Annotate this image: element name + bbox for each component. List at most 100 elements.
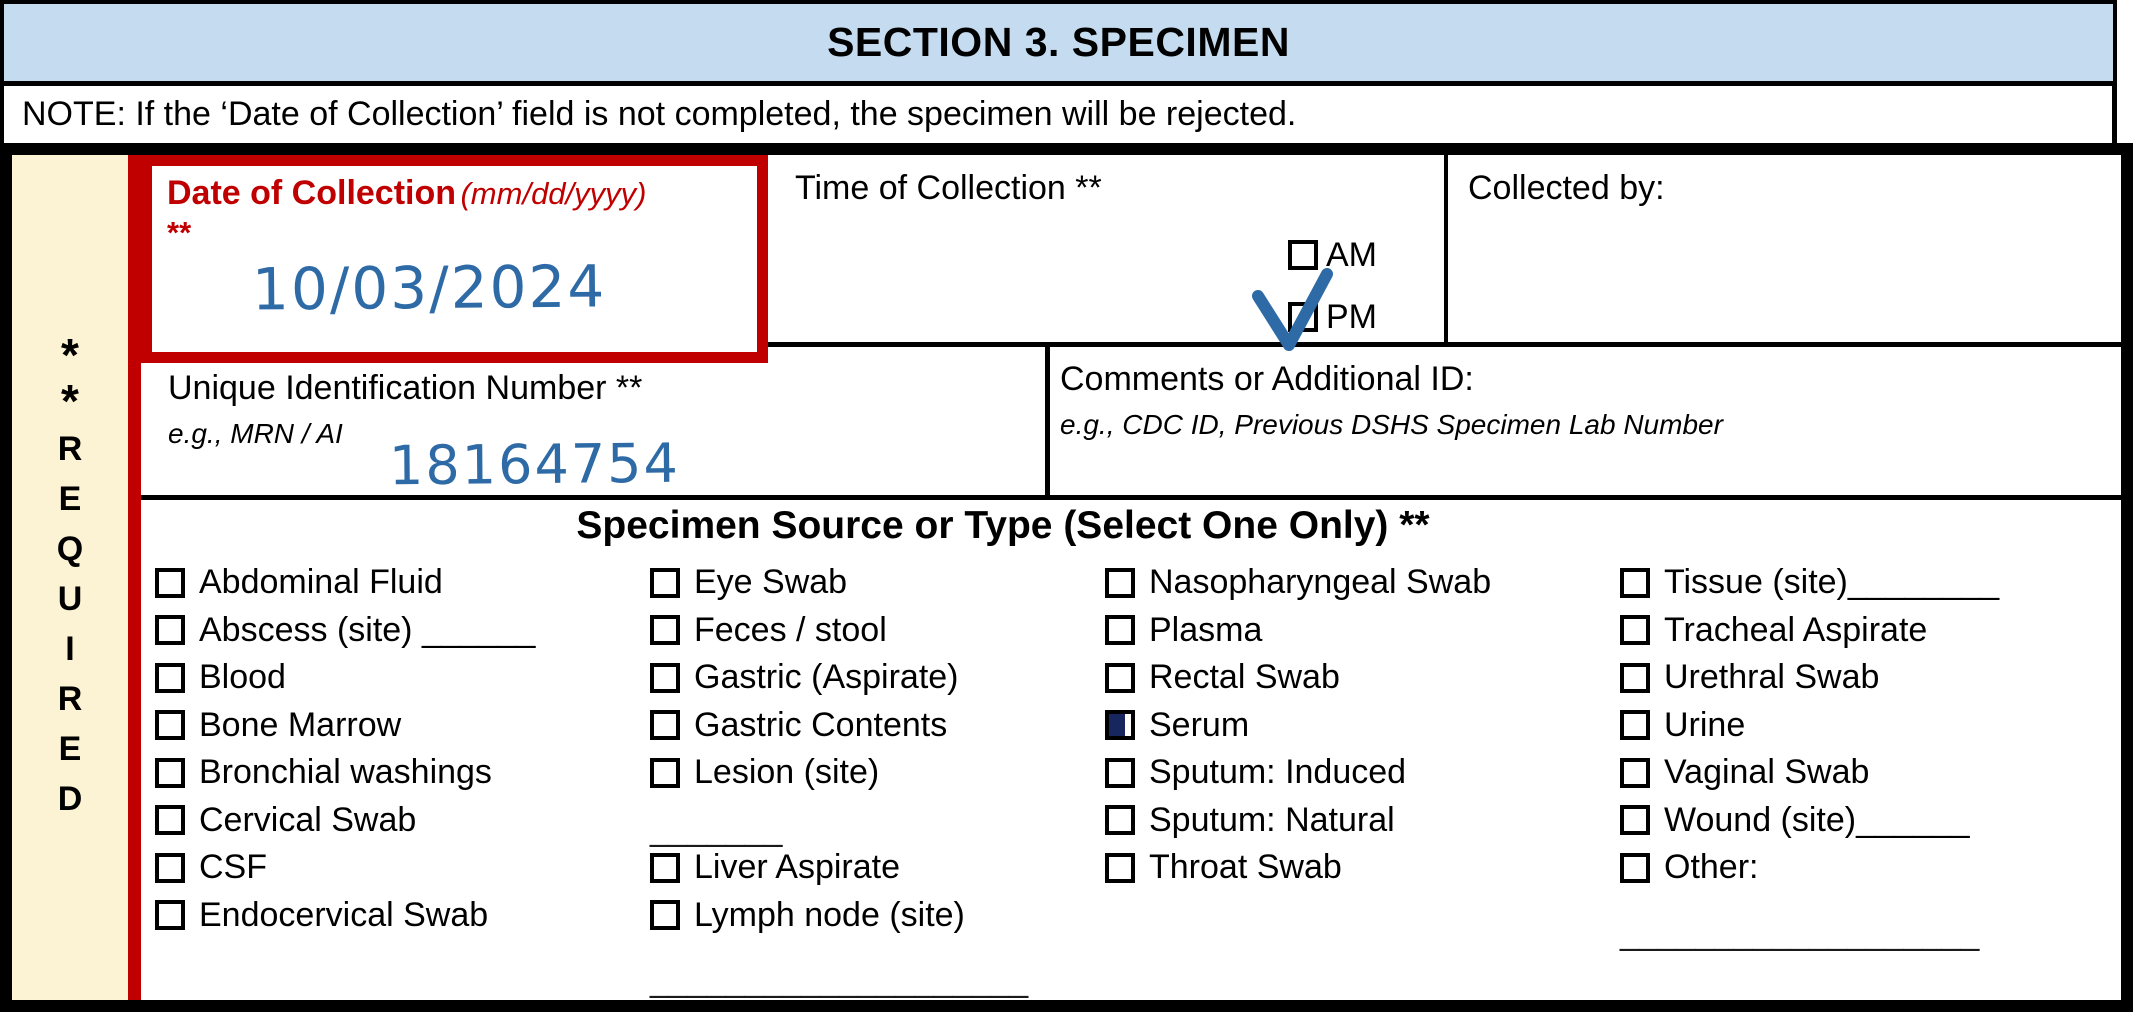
comments-cell[interactable]: Comments or Additional ID: e.g., CDC ID,… — [1045, 347, 2121, 500]
ampm-option[interactable]: AM — [1288, 236, 1377, 274]
note-text: NOTE: If the ‘Date of Collection’ field … — [22, 95, 1297, 133]
comments-label: Comments or Additional ID: — [1060, 360, 1474, 398]
collected-by-label: Collected by: — [1468, 169, 1665, 207]
blank-line[interactable]: ____________________ — [650, 961, 1029, 999]
specimen-source-grid: Abdominal Fluid Abscess (site) ______ Bl… — [141, 559, 2121, 999]
blank-line[interactable]: _______ — [650, 810, 783, 848]
specimen-option[interactable]: Nasopharyngeal Swab — [1105, 559, 1620, 607]
specimen-option[interactable]: Gastric (Aspirate) — [650, 654, 1105, 702]
specimen-checkbox[interactable] — [1620, 567, 1650, 598]
required-sidebar-letter: E — [58, 729, 82, 768]
specimen-option[interactable]: Tissue (site)________ — [1620, 559, 2121, 607]
specimen-option-label: Plasma — [1149, 610, 1263, 649]
specimen-option[interactable]: Tracheal Aspirate — [1620, 607, 2121, 655]
specimen-option[interactable]: Feces / stool — [650, 607, 1105, 655]
specimen-option[interactable]: Sputum: Induced — [1105, 749, 1620, 797]
specimen-option[interactable]: Other: — [1620, 844, 2121, 892]
specimen-option[interactable]: Abscess (site) ______ — [155, 607, 650, 655]
specimen-checkbox[interactable] — [1620, 615, 1650, 646]
specimen-checkbox[interactable] — [155, 662, 185, 693]
required-sidebar-letter: R — [57, 429, 83, 468]
specimen-option-label: Wound (site)______ — [1664, 800, 1970, 839]
specimen-option[interactable]: Sputum: Natural — [1105, 797, 1620, 845]
specimen-checkbox[interactable] — [650, 710, 680, 741]
required-red-divider — [128, 155, 141, 1000]
specimen-checkbox[interactable] — [1105, 805, 1135, 836]
specimen-option[interactable]: Abdominal Fluid — [155, 559, 650, 607]
specimen-option[interactable]: Bone Marrow — [155, 702, 650, 750]
specimen-checkbox[interactable] — [1105, 615, 1135, 646]
specimen-checkbox[interactable] — [1105, 662, 1135, 693]
specimen-option-label: Abscess (site) ______ — [199, 610, 536, 649]
specimen-option[interactable]: Endocervical Swab — [155, 892, 650, 940]
collected-by-cell[interactable]: Collected by: — [1444, 155, 2121, 347]
specimen-option[interactable]: Wound (site)______ — [1620, 797, 2121, 845]
specimen-option[interactable]: Cervical Swab — [155, 797, 650, 845]
specimen-checkbox[interactable] — [650, 567, 680, 598]
date-of-collection-label: Date of Collection — [167, 174, 457, 212]
specimen-option-label: Serum — [1149, 705, 1250, 744]
specimen-option[interactable]: Lesion (site) — [650, 749, 1105, 797]
required-section: * * R E Q U I R E D Time of Collection ** AM PM — [0, 143, 2133, 1012]
ampm-checkbox[interactable] — [1288, 240, 1318, 270]
specimen-option-label: Nasopharyngeal Swab — [1149, 563, 1492, 602]
specimen-option[interactable]: Vaginal Swab — [1620, 749, 2121, 797]
specimen-option-label: Throat Swab — [1149, 848, 1342, 887]
specimen-option[interactable]: Plasma — [1105, 607, 1620, 655]
specimen-checkbox[interactable] — [1620, 757, 1650, 788]
specimen-checkbox[interactable] — [650, 852, 680, 883]
specimen-checkbox[interactable] — [155, 757, 185, 788]
specimen-checkbox[interactable] — [1620, 662, 1650, 693]
comments-hint: e.g., CDC ID, Previous DSHS Specimen Lab… — [1060, 409, 1723, 440]
required-sidebar-letter: E — [58, 479, 82, 518]
specimen-option[interactable]: Blood — [155, 654, 650, 702]
specimen-option[interactable]: Liver Aspirate — [650, 844, 1105, 892]
specimen-checkbox[interactable] — [1105, 710, 1135, 741]
specimen-option[interactable]: CSF — [155, 844, 650, 892]
specimen-option[interactable]: Bronchial washings — [155, 749, 650, 797]
specimen-column-3: Nasopharyngeal Swab Plasma Rectal Swab S… — [1105, 559, 1620, 995]
specimen-checkbox[interactable] — [1105, 757, 1135, 788]
specimen-option-label: Abdominal Fluid — [199, 563, 443, 602]
specimen-option-label: Feces / stool — [694, 610, 887, 649]
specimen-option[interactable]: Rectal Swab — [1105, 654, 1620, 702]
specimen-option-label: Lesion (site) — [694, 753, 880, 792]
specimen-checkbox[interactable] — [650, 757, 680, 788]
specimen-option[interactable]: Eye Swab — [650, 559, 1105, 607]
required-sidebar-letter: D — [57, 779, 83, 818]
specimen-checkbox[interactable] — [155, 805, 185, 836]
specimen-checkbox[interactable] — [155, 615, 185, 646]
specimen-option[interactable]: Lymph node (site) — [650, 892, 1105, 940]
specimen-checkbox[interactable] — [1620, 852, 1650, 883]
date-format-hint: (mm/dd/yyyy) — [460, 176, 647, 211]
time-of-collection-label: Time of Collection ** — [795, 169, 1102, 207]
required-sidebar: * * R E Q U I R E D — [12, 155, 128, 1000]
specimen-checkbox[interactable] — [155, 710, 185, 741]
write-in-line-row: _______ — [650, 797, 1105, 848]
unique-id-cell[interactable]: Unique Identification Number ** e.g., MR… — [141, 347, 1045, 500]
form-content: Time of Collection ** AM PM — [141, 155, 2121, 1000]
blank-line[interactable]: ___________________ — [1620, 913, 1980, 952]
specimen-checkbox[interactable] — [1105, 567, 1135, 598]
specimen-option[interactable]: Serum — [1105, 702, 1620, 750]
write-in-line-row: ____________________ — [650, 961, 1105, 999]
specimen-checkbox[interactable] — [155, 900, 185, 931]
specimen-checkbox[interactable] — [1620, 805, 1650, 836]
specimen-option-label: CSF — [199, 848, 267, 887]
specimen-checkbox[interactable] — [650, 662, 680, 693]
specimen-option[interactable]: Urethral Swab — [1620, 654, 2121, 702]
specimen-option-label: Blood — [199, 658, 286, 697]
specimen-checkbox[interactable] — [1620, 710, 1650, 741]
ampm-option-label: PM — [1326, 297, 1377, 336]
specimen-checkbox[interactable] — [155, 852, 185, 883]
specimen-checkbox[interactable] — [1105, 852, 1135, 883]
specimen-option[interactable]: Throat Swab — [1105, 844, 1620, 892]
specimen-checkbox[interactable] — [650, 615, 680, 646]
specimen-checkbox[interactable] — [650, 900, 680, 931]
specimen-option[interactable]: Gastric Contents — [650, 702, 1105, 750]
date-of-collection-cell[interactable]: Date of Collection (mm/dd/yyyy) ** 10/03… — [141, 155, 768, 363]
specimen-checkbox[interactable] — [155, 567, 185, 598]
specimen-option[interactable]: Urine — [1620, 702, 2121, 750]
unique-id-label: Unique Identification Number ** — [168, 369, 643, 407]
section-title: SECTION 3. SPECIMEN — [827, 19, 1290, 65]
